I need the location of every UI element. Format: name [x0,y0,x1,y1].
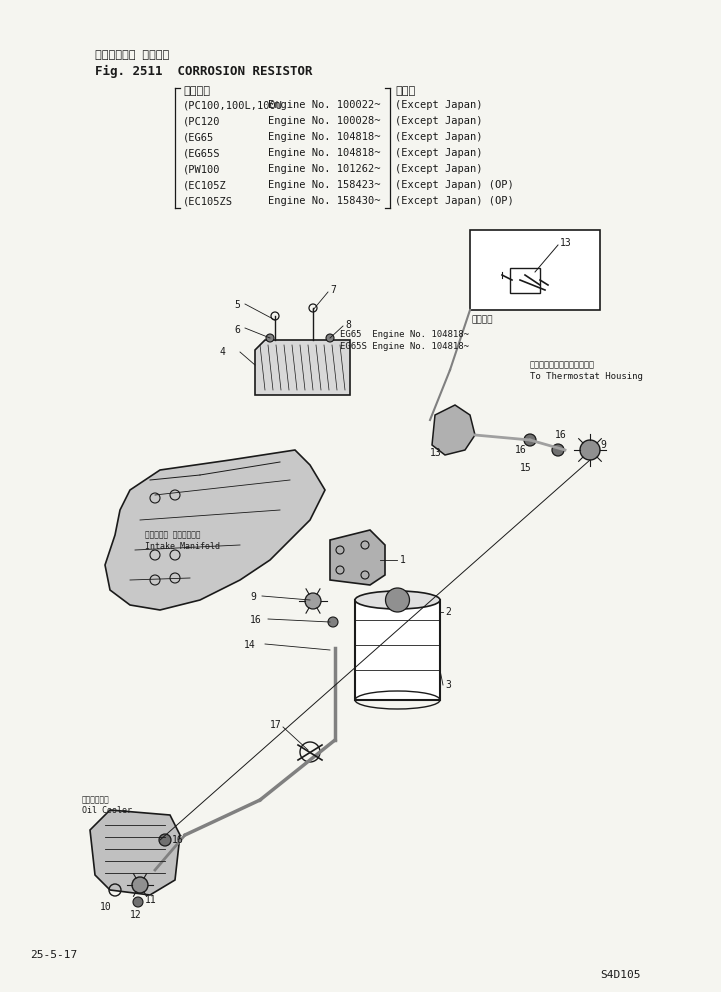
Text: 14: 14 [244,640,256,650]
Circle shape [159,834,171,846]
Text: Engine No. 100028~: Engine No. 100028~ [268,116,381,126]
Text: (Except Japan): (Except Japan) [395,132,482,142]
Text: 1: 1 [400,555,406,565]
Circle shape [132,877,148,893]
Polygon shape [255,340,350,395]
Text: S4D105: S4D105 [600,970,640,980]
Text: (EG65: (EG65 [183,132,214,142]
Circle shape [580,440,600,460]
Text: 運用番号: 運用番号 [183,86,210,96]
Text: (PC120: (PC120 [183,116,221,126]
Text: 8: 8 [345,320,351,330]
Bar [355,600,440,700]
Text: (Except Japan): (Except Japan) [395,100,482,110]
Text: Intake Manifold: Intake Manifold [145,542,220,551]
Polygon shape [432,405,475,455]
Circle shape [266,334,274,342]
Text: (PC100,100L,100U: (PC100,100L,100U [183,100,283,110]
Text: 6: 6 [234,325,240,335]
Text: 11: 11 [145,895,156,905]
Bar [470,230,600,310]
Text: (Except Japan) (OP): (Except Japan) (OP) [395,180,514,190]
Bar [510,268,540,293]
Ellipse shape [355,591,440,609]
Text: Engine No. 158423~: Engine No. 158423~ [268,180,381,190]
Text: (EC105ZS: (EC105ZS [183,196,233,206]
Text: 海外向: 海外向 [395,86,415,96]
Circle shape [328,617,338,627]
Text: サーモスタットハウジングへ: サーモスタットハウジングへ [530,360,595,369]
Circle shape [552,444,564,456]
Text: (EG65S: (EG65S [183,148,221,158]
Circle shape [133,897,143,907]
Text: オイルクーラ: オイルクーラ [82,795,110,804]
Text: (EC105Z: (EC105Z [183,180,226,190]
Text: Engine No. 101262~: Engine No. 101262~ [268,164,381,174]
Text: インテーク マニホールド: インテーク マニホールド [145,530,200,539]
Circle shape [524,434,536,446]
Text: 16: 16 [172,835,184,845]
Text: (Except Japan): (Except Japan) [395,148,482,158]
Text: 5: 5 [234,300,240,310]
Text: 16: 16 [555,430,567,440]
Text: 2: 2 [445,607,451,617]
Text: To Thermostat Housing: To Thermostat Housing [530,372,643,381]
Text: 15: 15 [520,463,532,473]
Text: 25-5-17: 25-5-17 [30,950,77,960]
Text: EG65S Engine No. 104818~: EG65S Engine No. 104818~ [340,342,469,351]
Text: EG65  Engine No. 104818~: EG65 Engine No. 104818~ [340,330,469,339]
Circle shape [386,588,410,612]
Text: (PW100: (PW100 [183,164,221,174]
Text: (Except Japan): (Except Japan) [395,164,482,174]
Text: Fig. 2511  CORROSION RESISTOR: Fig. 2511 CORROSION RESISTOR [95,65,312,78]
Text: 7: 7 [330,285,336,295]
Text: 12: 12 [130,910,142,920]
Text: 13: 13 [560,238,572,248]
Text: 適用番号: 適用番号 [472,315,493,324]
Text: 17: 17 [270,720,282,730]
Circle shape [326,334,334,342]
Text: 13: 13 [430,448,442,458]
Text: 4: 4 [220,347,226,357]
Circle shape [305,593,321,609]
Text: (Except Japan): (Except Japan) [395,116,482,126]
Text: 10: 10 [100,902,112,912]
Text: Engine No. 100022~: Engine No. 100022~ [268,100,381,110]
Text: (Except Japan) (OP): (Except Japan) (OP) [395,196,514,206]
Text: 16: 16 [250,615,262,625]
Text: 9: 9 [250,592,256,602]
Text: Engine No. 158430~: Engine No. 158430~ [268,196,381,206]
Text: 9: 9 [600,440,606,450]
Text: コロージョン レジスタ: コロージョン レジスタ [95,50,169,60]
Text: Oil Cooler: Oil Cooler [82,806,132,815]
Text: Engine No. 104818~: Engine No. 104818~ [268,148,381,158]
Text: 3: 3 [445,680,451,690]
Polygon shape [330,530,385,585]
Polygon shape [90,810,180,895]
Polygon shape [105,450,325,610]
Text: Engine No. 104818~: Engine No. 104818~ [268,132,381,142]
Text: 16: 16 [515,445,527,455]
